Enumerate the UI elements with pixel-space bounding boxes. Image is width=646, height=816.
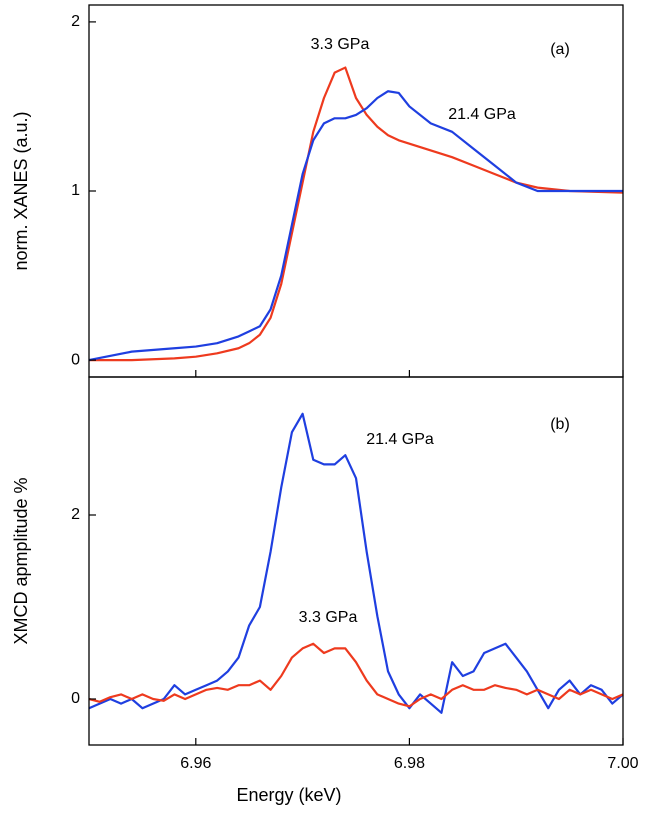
- plot-frame: [88, 376, 624, 746]
- y-tick-label: 0: [71, 351, 80, 368]
- y-axis-title: norm. XANES (a.u.): [11, 111, 31, 270]
- y-tick-label: 0: [71, 690, 80, 707]
- y-tick-label: 2: [71, 506, 80, 523]
- y-tick-label: 2: [71, 13, 80, 30]
- y-tick-label: 1: [71, 182, 80, 199]
- y-axis-title: XMCD apmplitude %: [11, 477, 31, 644]
- data-line: [88, 90, 623, 362]
- x-axis-title: Energy (keV): [236, 785, 341, 805]
- annotation: (b): [550, 416, 570, 433]
- x-tick-label: 6.98: [394, 755, 425, 772]
- annotation: 21.4 GPa: [366, 431, 434, 448]
- data-line: [89, 66, 624, 362]
- x-tick-label: 7.00: [607, 755, 638, 772]
- annotation: 21.4 GPa: [448, 106, 516, 123]
- x-tick-label: 6.96: [180, 755, 211, 772]
- data-line: [88, 412, 624, 714]
- annotation: 3.3 GPa: [311, 36, 370, 53]
- data-line: [88, 642, 624, 708]
- annotation: 3.3 GPa: [299, 609, 358, 626]
- annotation: (a): [550, 41, 570, 58]
